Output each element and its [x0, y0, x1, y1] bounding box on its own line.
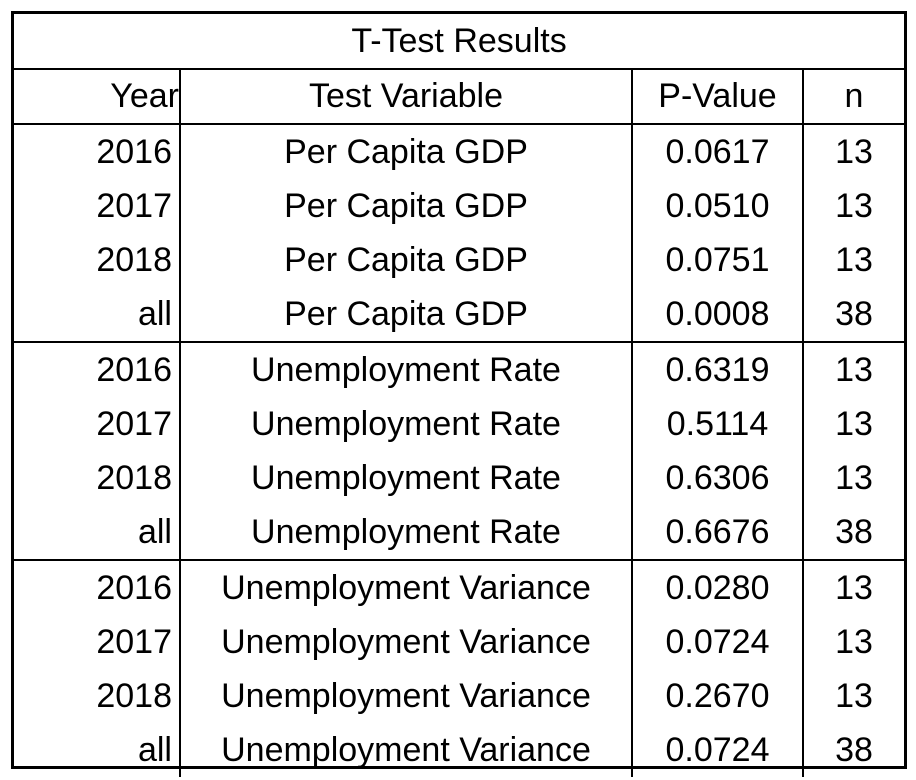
cell-p-value: 0.0751: [632, 233, 804, 287]
cell-p-value: 0.0724: [632, 615, 804, 669]
cell-test-variable: Unemployment Variance: [180, 723, 633, 777]
cell-n: 13: [835, 404, 873, 443]
cell-p-value: 0.0280: [632, 560, 804, 615]
table-row: 2018 Unemployment Variance 0.2670 13: [14, 669, 904, 723]
title-row: T-Test Results: [14, 14, 905, 70]
cell-p-value: 0.2670: [632, 669, 804, 723]
cell-p-value: 0.6319: [632, 342, 804, 397]
cell-test-variable: Unemployment Variance: [180, 669, 633, 723]
cell-n: 13: [835, 240, 873, 279]
table-row: 2018 Unemployment Rate 0.6306 13: [14, 451, 904, 505]
table-row: 2016 Per Capita GDP 0.0617 13: [14, 124, 904, 179]
cell-test-variable: Per Capita GDP: [180, 287, 633, 343]
table-row: all Unemployment Variance 0.0724 38: [14, 723, 904, 777]
cell-year: all: [14, 505, 181, 561]
cell-p-value: 0.5114: [632, 397, 804, 451]
cell-p-value: 0.0008: [632, 287, 804, 343]
cell-year: all: [14, 287, 181, 343]
cell-year: 2018: [14, 233, 181, 287]
t-test-results-table: T-Test Results Year Test Variable P-Valu…: [14, 14, 905, 777]
cell-test-variable: Per Capita GDP: [180, 179, 633, 233]
cell-test-variable: Per Capita GDP: [180, 124, 633, 179]
cell-year: 2017: [14, 397, 181, 451]
header-n: n: [803, 69, 905, 125]
cell-year: 2017: [14, 615, 181, 669]
cell-test-variable: Unemployment Variance: [180, 560, 633, 615]
cell-p-value: 0.6676: [632, 505, 804, 561]
table-row: 2017 Per Capita GDP 0.0510 13: [14, 179, 904, 233]
header-row: Year Test Variable P-Value n: [14, 69, 905, 125]
cell-n: 38: [803, 287, 905, 343]
cell-year: 2018: [14, 669, 181, 723]
cell-year: 2017: [14, 179, 181, 233]
cell-test-variable: Unemployment Rate: [180, 505, 633, 561]
header-p-value: P-Value: [632, 69, 804, 125]
cell-n: 13: [835, 676, 873, 715]
header-test-variable: Test Variable: [180, 69, 633, 125]
table-title: T-Test Results: [14, 14, 905, 70]
table-row: 2016 Unemployment Variance 0.0280 13: [14, 560, 904, 615]
cell-year: all: [14, 723, 181, 777]
cell-test-variable: Unemployment Rate: [180, 342, 633, 397]
table-row: 2016 Unemployment Rate 0.6319 13: [14, 342, 904, 397]
cell-year: 2016: [14, 342, 181, 397]
cell-n: 38: [803, 505, 905, 561]
cell-p-value: 0.0617: [632, 124, 804, 179]
cell-year: 2016: [14, 560, 181, 615]
cell-year: 2018: [14, 451, 181, 505]
cell-n: 13: [835, 458, 873, 497]
table-row: 2017 Unemployment Variance 0.0724 13: [14, 615, 904, 669]
cell-n: 38: [835, 730, 873, 769]
cell-n: 13: [835, 568, 873, 607]
header-year: Year: [14, 69, 181, 125]
cell-test-variable: Unemployment Rate: [180, 451, 633, 505]
cell-p-value: 0.0724: [632, 723, 804, 777]
table-row: 2017 Unemployment Rate 0.5114 13: [14, 397, 904, 451]
table-row: all Unemployment Rate 0.6676 38: [14, 505, 905, 561]
table-body: 2016 Per Capita GDP 0.0617 13 2017 Per C…: [14, 124, 905, 777]
cell-p-value: 0.0510: [632, 179, 804, 233]
cell-test-variable: Unemployment Variance: [180, 615, 633, 669]
cell-p-value: 0.6306: [632, 451, 804, 505]
cell-year: 2016: [14, 124, 181, 179]
cell-n: 13: [835, 132, 873, 171]
table-row: all Per Capita GDP 0.0008 38: [14, 287, 905, 343]
cell-n: 13: [835, 622, 873, 661]
cell-test-variable: Per Capita GDP: [180, 233, 633, 287]
table-row: 2018 Per Capita GDP 0.0751 13: [14, 233, 904, 287]
results-table-frame: T-Test Results Year Test Variable P-Valu…: [11, 11, 907, 777]
cell-n: 13: [835, 350, 873, 389]
cell-test-variable: Unemployment Rate: [180, 397, 633, 451]
cell-n: 13: [835, 186, 873, 225]
